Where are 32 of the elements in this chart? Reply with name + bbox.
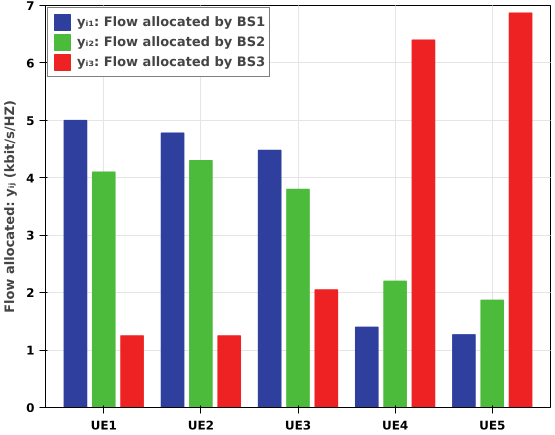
bar [354,326,379,408]
bar [314,289,338,408]
bar [383,280,407,408]
x-tick-label: UE1 [90,418,117,432]
y-tick-label: 6 [26,56,35,70]
bar [92,172,116,408]
bar [452,334,476,408]
legend-label: yᵢ₁: Flow allocated by BS1 [77,14,266,30]
bar [64,120,88,408]
bar [189,160,213,408]
bar [217,335,242,408]
bar [258,150,282,408]
x-tick-label: UE4 [382,418,408,432]
y-tick-label: 1 [26,344,35,358]
x-tick-label: UE2 [188,418,214,432]
bar [508,12,532,408]
bar [412,39,436,408]
y-tick-label: 2 [26,286,35,300]
legend-label: yᵢ₃: Flow allocated by BS3 [77,54,266,70]
y-tick-label: 0 [26,401,35,415]
bar [160,132,184,408]
y-tick-label: 7 [26,0,35,13]
y-tick-label: 4 [26,171,35,186]
y-axis-title: Flow allocated: yᵢⱼ (kbit/s/HZ) [3,100,18,313]
bar [286,188,310,408]
legend-label: yᵢ₂: Flow allocated by BS2 [77,34,266,50]
y-tick-label: 5 [26,114,35,128]
x-tick-label: UE5 [479,418,506,432]
bar [480,300,504,408]
y-tick-label: 3 [26,228,35,243]
bar [120,335,144,408]
x-tick-label: UE3 [284,418,312,432]
